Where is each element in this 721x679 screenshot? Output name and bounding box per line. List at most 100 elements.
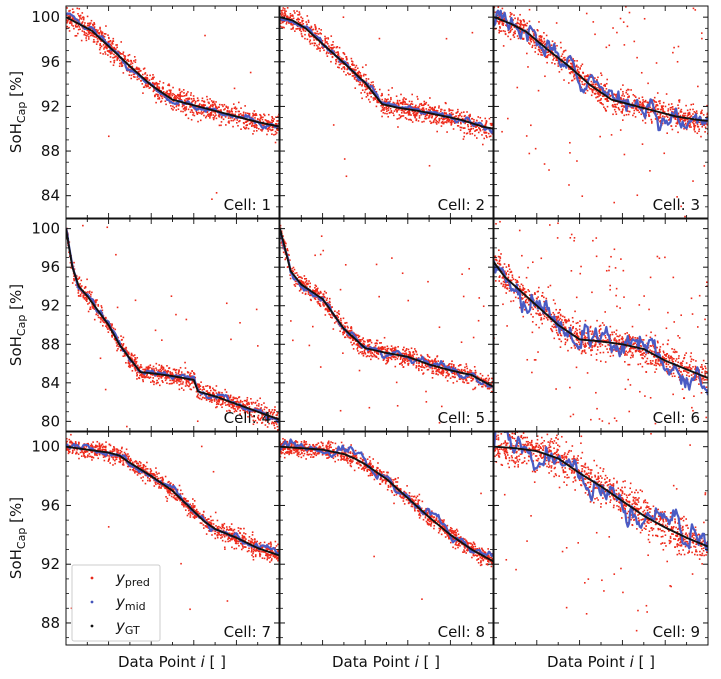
pred-point	[537, 29, 539, 32]
pred-point	[208, 395, 210, 398]
pred-point	[422, 107, 424, 109]
pred-point	[528, 20, 531, 23]
pred-point	[551, 40, 554, 43]
pred-point	[583, 83, 585, 86]
pred-point	[386, 357, 388, 359]
pred-point	[97, 29, 99, 32]
pred-point	[198, 383, 201, 386]
pred-point	[501, 12, 504, 15]
pred-point	[485, 121, 488, 124]
pred-point	[142, 380, 145, 383]
pred-point	[127, 352, 129, 355]
pred-point	[72, 16, 74, 19]
pred-point	[335, 60, 338, 63]
pred-point	[198, 103, 201, 105]
pred-point	[417, 106, 420, 109]
pred-point	[318, 47, 321, 50]
pred-point	[318, 42, 321, 44]
pred-point	[543, 163, 546, 165]
pred-point	[693, 122, 695, 125]
pred-point	[512, 33, 515, 36]
pred-point	[335, 51, 337, 54]
pred-point	[325, 37, 327, 40]
pred-point	[465, 132, 468, 135]
pred-point	[254, 117, 256, 119]
pred-point	[567, 66, 570, 69]
pred-point	[254, 407, 256, 409]
pred-point	[247, 127, 250, 130]
pred-point	[222, 401, 224, 403]
pred-point	[337, 53, 340, 55]
pred-point	[96, 31, 99, 33]
pred-point	[698, 130, 700, 133]
pred-point	[472, 127, 475, 130]
pred-point	[369, 87, 372, 89]
pred-point	[315, 34, 318, 37]
pred-point	[499, 30, 501, 33]
pred-point	[578, 77, 581, 80]
pred-point	[382, 111, 385, 114]
pred-point	[68, 10, 70, 12]
pred-point	[375, 90, 378, 93]
pred-point	[471, 379, 474, 381]
y-tick-label: 100	[31, 8, 60, 26]
pred-point	[621, 110, 624, 113]
pred-point	[280, 22, 282, 25]
y-tick-label: 88	[41, 142, 60, 160]
pred-point	[359, 340, 361, 342]
pred-point	[192, 95, 195, 97]
pred-point	[137, 68, 139, 71]
pred-point	[164, 100, 167, 103]
pred-point	[450, 120, 453, 123]
pred-point	[186, 380, 189, 383]
pred-point	[689, 122, 691, 125]
pred-point	[161, 380, 163, 382]
pred-point	[159, 94, 162, 97]
pred-point	[147, 83, 149, 86]
pred-point	[90, 19, 93, 22]
pred-point	[203, 114, 205, 117]
pred-point	[203, 110, 205, 113]
pred-point	[254, 419, 257, 422]
pred-point	[357, 74, 360, 77]
pred-point	[415, 114, 418, 117]
pred-point	[510, 26, 513, 29]
pred-point	[259, 417, 262, 420]
pred-point	[393, 102, 396, 105]
pred-point	[171, 371, 173, 374]
pred-point	[462, 295, 465, 298]
pred-point	[168, 382, 171, 385]
pred-point	[517, 19, 519, 21]
pred-point	[134, 368, 137, 370]
pred-point	[226, 403, 229, 406]
pred-point	[500, 30, 503, 32]
pred-point	[109, 323, 112, 325]
pred-point	[319, 32, 322, 34]
pred-point	[390, 111, 393, 114]
pred-point	[123, 57, 125, 60]
pred-point	[335, 58, 338, 61]
pred-point	[604, 85, 607, 88]
pred-point	[101, 320, 104, 322]
pred-point	[151, 379, 154, 382]
pred-point	[331, 43, 334, 46]
pred-point	[89, 22, 92, 24]
pred-point	[644, 99, 647, 102]
pred-point	[615, 106, 617, 109]
pred-point	[662, 115, 664, 118]
pred-point	[414, 115, 416, 118]
pred-point	[196, 420, 199, 423]
pred-point	[520, 23, 523, 25]
pred-point	[105, 44, 107, 47]
pred-point	[680, 205, 682, 208]
pred-point	[215, 398, 218, 401]
pred-point	[93, 41, 96, 43]
pred-point	[281, 15, 283, 18]
pred-point	[455, 112, 458, 114]
pred-point	[130, 68, 133, 70]
pred-point	[133, 60, 135, 62]
pred-point	[201, 105, 204, 107]
pred-point	[125, 348, 127, 351]
pred-point	[459, 114, 461, 117]
pred-point	[267, 113, 270, 116]
